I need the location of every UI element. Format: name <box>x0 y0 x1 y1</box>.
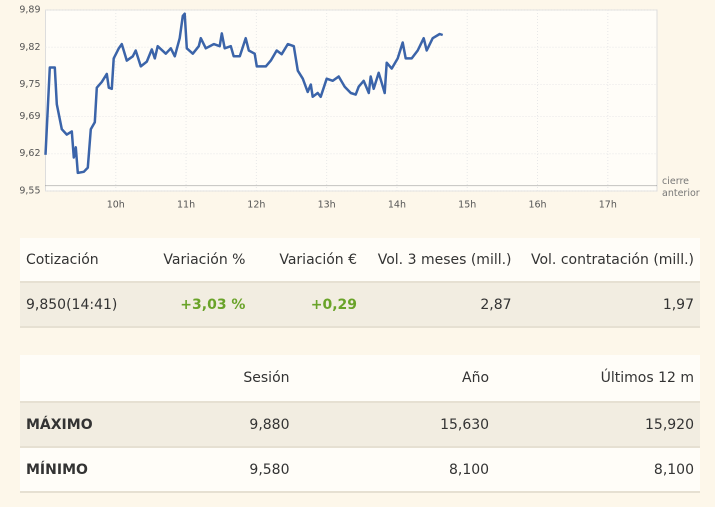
y-tick-label: 9,69 <box>19 111 40 122</box>
column-header: Variación € <box>279 251 358 268</box>
y-tick-label: 9,55 <box>19 186 40 197</box>
column-header: Últimos 12 m <box>600 370 694 386</box>
table-row: Cotización Variación % Variación € Vol. 3 m… <box>20 238 700 282</box>
table-cell: +3,03 % <box>180 296 246 313</box>
y-tick-label: 9,82 <box>19 42 40 53</box>
column-header: Año <box>462 370 490 386</box>
table-cell: 9,850(14:41) <box>26 296 118 313</box>
x-tick-label: 10h <box>107 200 125 211</box>
y-tick-label: 9,75 <box>19 79 40 90</box>
table-cell: 15,920 <box>645 416 694 433</box>
x-tick-label: 14h <box>388 200 406 211</box>
header-spacer <box>20 355 138 402</box>
x-tick-label: 11h <box>177 200 195 211</box>
table-cell: 15,630 <box>440 416 490 433</box>
table-row: MÁXIMO 9,880 15,630 15,920 <box>20 402 700 447</box>
table-cell: 9,880 <box>249 416 290 433</box>
column-header: Sesión <box>243 370 290 386</box>
x-tick-label: 12h <box>247 200 265 211</box>
price-line <box>44 12 444 175</box>
table-cell: 9,580 <box>249 461 290 478</box>
table-row: Sesión Año Últimos 12 m <box>20 355 700 402</box>
table-cell: +0,29 <box>310 296 358 313</box>
chart: 9,55 9,62 9,69 9,75 9,82 9,89 10h 11h 12h 13h 14h 1… <box>19 5 658 211</box>
range-table: Sesión Año Últimos 12 m MÁXIMO 9,880 15,630 15… <box>20 355 700 493</box>
table-cell: 1,97 <box>662 296 694 313</box>
y-tick-label: 9,62 <box>19 148 40 159</box>
x-tick-label: 16h <box>528 200 546 211</box>
table-cell: 8,100 <box>653 461 694 478</box>
table-cell: MÍNIMO <box>26 461 88 478</box>
table-row: MÍNIMO 9,580 8,100 8,100 <box>20 447 700 492</box>
table-cell: 8,100 <box>448 461 490 478</box>
column-header: Vol. 3 meses (mill.) <box>377 251 512 268</box>
table-cell: 2,87 <box>480 296 512 313</box>
reference-label: cierre anterior <box>662 176 700 199</box>
column-header: Cotización <box>26 251 99 268</box>
quote-table: Cotización Variación % Variación € Vol. 3 m… <box>20 238 700 328</box>
column-header: Vol. contratación (mill.) <box>530 251 694 268</box>
x-tick-label: 17h <box>599 200 617 211</box>
table-cell: MÁXIMO <box>26 416 93 433</box>
y-tick-label: 9,89 <box>19 5 40 16</box>
x-tick-label: 13h <box>318 200 336 211</box>
table-row: 9,850(14:41) +3,03 % +0,29 2,87 1,97 <box>20 282 700 327</box>
plot-area <box>45 9 658 192</box>
column-header: Variación % <box>163 251 246 268</box>
x-tick-label: 15h <box>458 200 476 211</box>
